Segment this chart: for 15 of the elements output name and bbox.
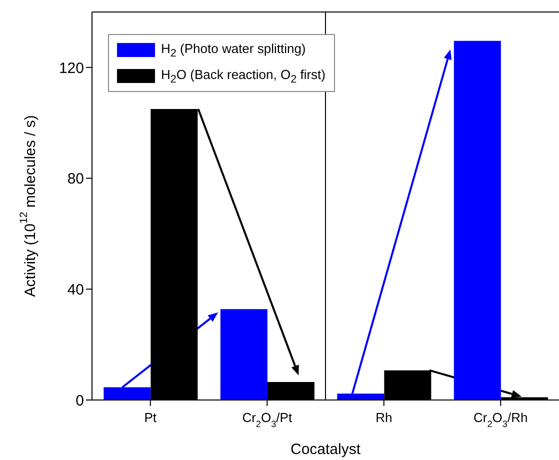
bar xyxy=(104,387,151,400)
y-tick-label: 40 xyxy=(67,281,84,298)
y-tick-label: 80 xyxy=(67,170,84,188)
x-tick-label: Rh xyxy=(376,410,392,425)
bar xyxy=(220,309,268,400)
x-tick-label: Cr$_{2}$O$_{3}$/Pt xyxy=(242,410,292,429)
legend-label: H$_{2}$ (Photo water splitting) xyxy=(161,40,306,60)
x-tick-label: Pt xyxy=(144,410,157,425)
bar xyxy=(454,40,501,400)
y-tick-label: 0 xyxy=(76,392,84,410)
x-tick-label: Cr$_{2}$O$_{3}$/Rh xyxy=(474,410,528,429)
x-axis-title: Cocatalyst xyxy=(290,441,362,458)
legend-label: H$_{2}$O (Back reaction, O$_{2}$ first) xyxy=(161,66,326,86)
y-tick-label: 120 xyxy=(58,60,84,77)
bar xyxy=(337,394,384,400)
